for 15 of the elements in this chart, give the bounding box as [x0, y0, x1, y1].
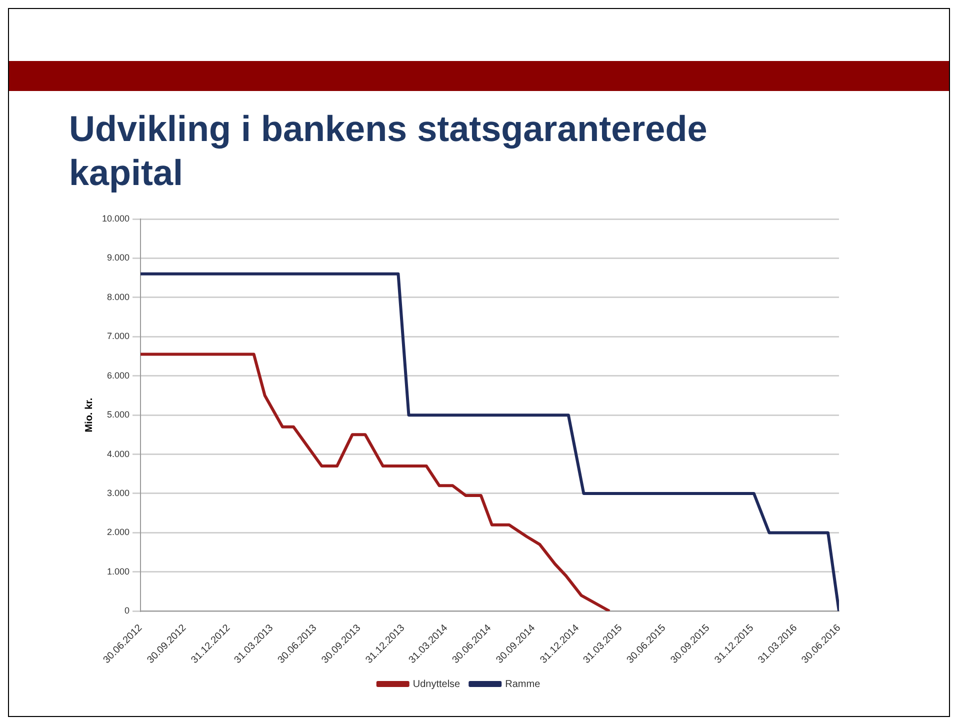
- y-axis-title: Mio. kr.: [84, 398, 95, 432]
- y-tick-label: 10.000: [102, 213, 130, 224]
- y-tick-label: 0: [124, 606, 130, 616]
- y-tick-label: 8.000: [106, 292, 130, 302]
- y-tick-label: 3.000: [106, 488, 130, 498]
- y-tick-label: 9.000: [106, 252, 130, 263]
- y-tick-label: 4.000: [106, 448, 130, 459]
- y-tick-label: 1.000: [106, 566, 130, 576]
- y-tick-label: 2.000: [106, 527, 130, 538]
- chart-title: Udvikling i bankens statsgaranterede kapital: [69, 107, 708, 195]
- y-tick-label: 5.000: [106, 410, 130, 420]
- legend-label: Ramme: [505, 678, 541, 690]
- legend-label: Udnyttelse: [412, 678, 461, 690]
- y-tick-label: 6.000: [106, 370, 130, 380]
- y-tick-label: 7.000: [106, 331, 130, 342]
